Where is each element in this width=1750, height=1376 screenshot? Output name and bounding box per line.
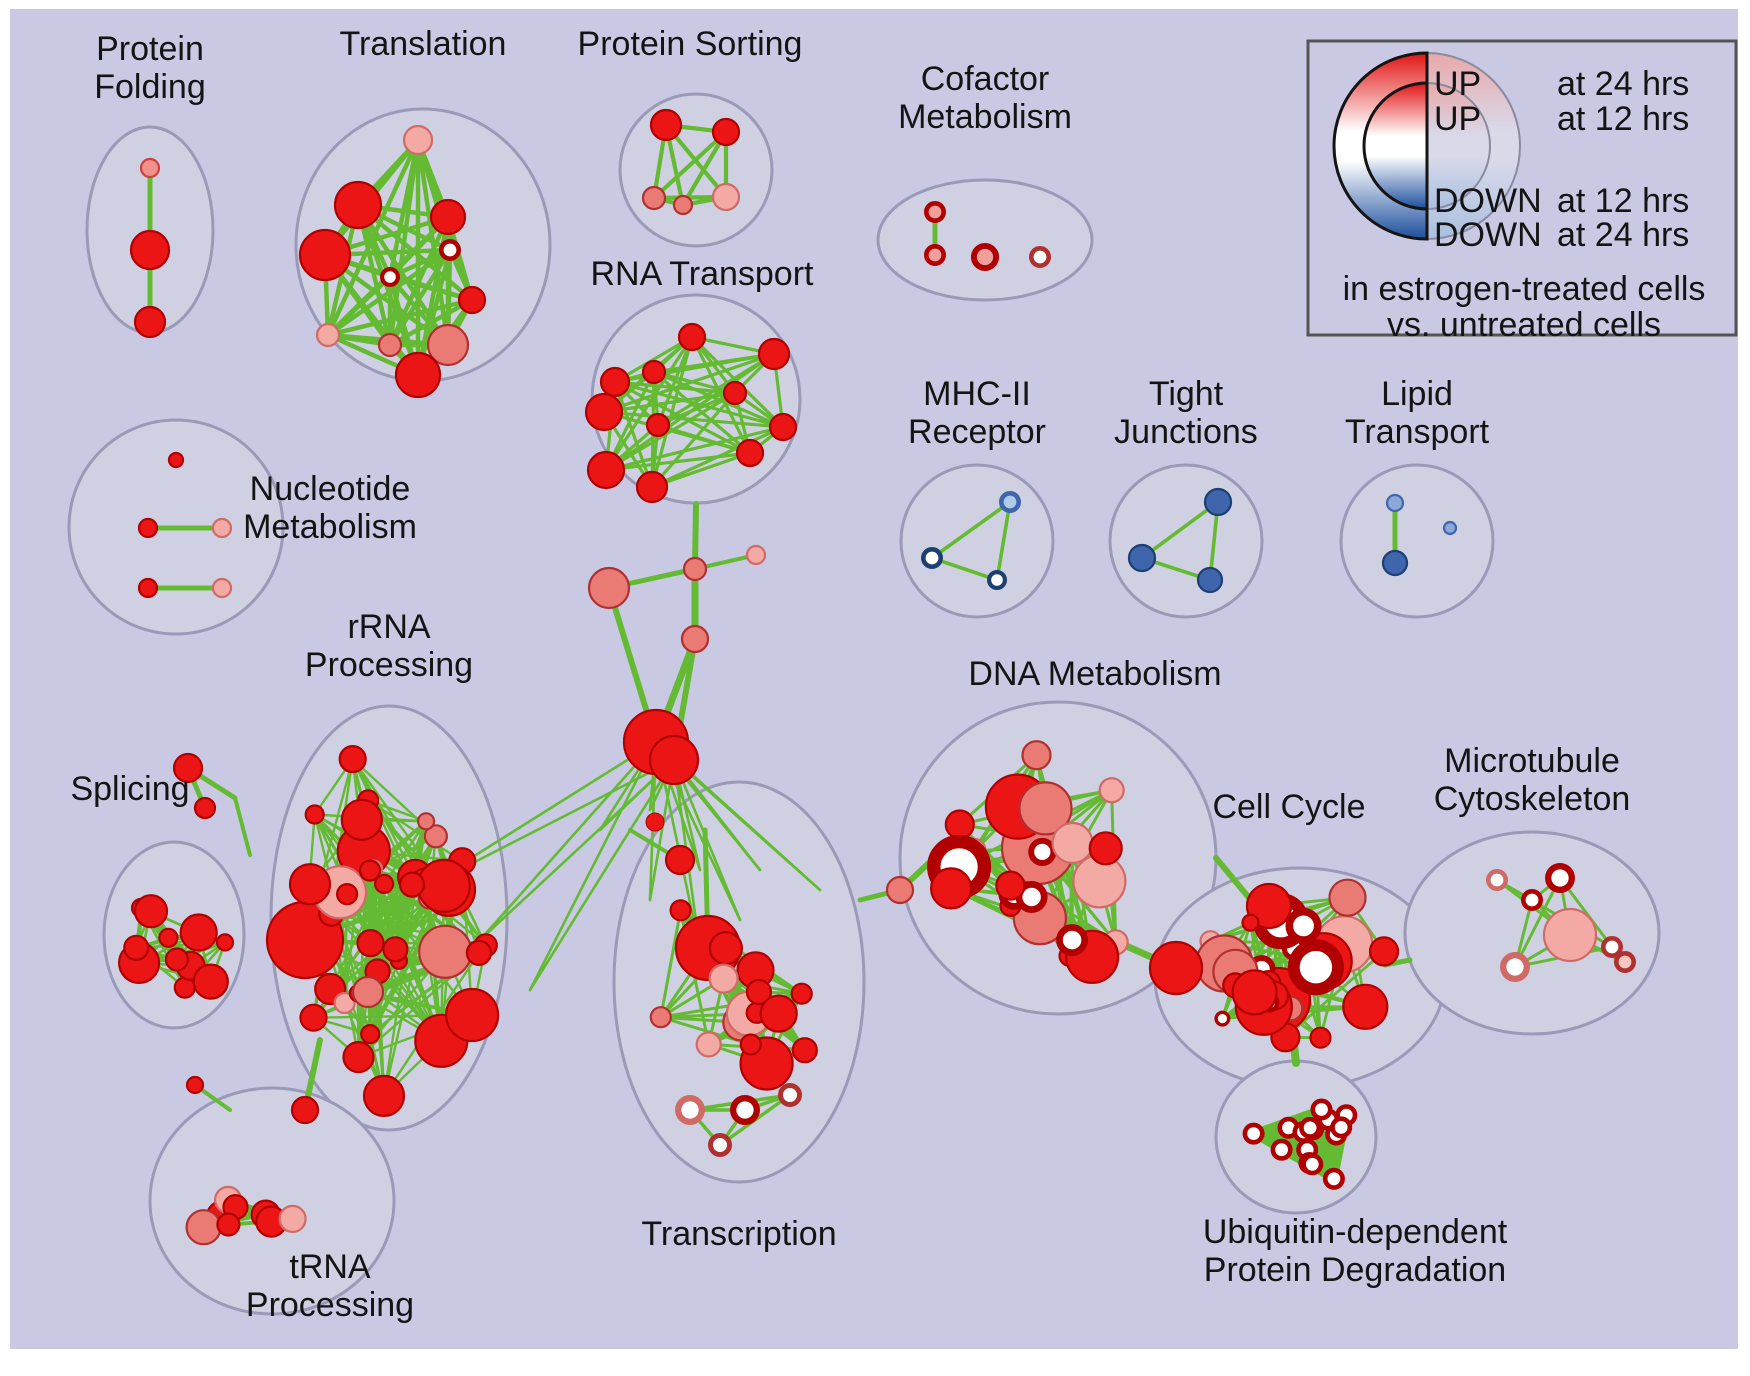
svg-text:UP: UP (1434, 65, 1481, 103)
svg-text:DOWN: DOWN (1434, 182, 1542, 220)
svg-text:in estrogen-treated cells: in estrogen-treated cells (1343, 270, 1706, 308)
svg-text:at 12 hrs: at 12 hrs (1557, 182, 1689, 220)
svg-text:vs. untreated cells: vs. untreated cells (1387, 306, 1661, 344)
svg-text:Transcription: Transcription (641, 1215, 836, 1253)
svg-text:Cell Cycle: Cell Cycle (1212, 788, 1365, 826)
svg-text:at 24 hrs: at 24 hrs (1557, 65, 1689, 103)
svg-text:at 24 hrs: at 24 hrs (1557, 216, 1689, 254)
svg-text:at 12 hrs: at 12 hrs (1557, 100, 1689, 138)
svg-text:Splicing: Splicing (70, 770, 189, 808)
svg-text:Translation: Translation (340, 25, 507, 63)
svg-text:DOWN: DOWN (1434, 216, 1542, 254)
svg-text:UP: UP (1434, 100, 1481, 138)
svg-text:RNA Transport: RNA Transport (591, 255, 815, 293)
svg-text:DNA Metabolism: DNA Metabolism (968, 655, 1221, 693)
svg-text:Protein Sorting: Protein Sorting (578, 25, 803, 63)
